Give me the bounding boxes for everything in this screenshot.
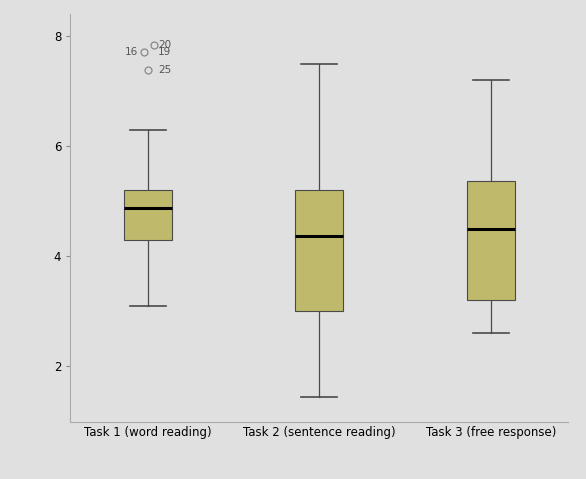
Text: 20: 20 <box>158 40 171 50</box>
Text: 16: 16 <box>125 47 138 57</box>
Bar <box>467 181 515 300</box>
Text: 25: 25 <box>158 66 171 76</box>
Text: 19: 19 <box>158 47 171 57</box>
Bar <box>124 191 172 240</box>
Bar <box>295 191 343 311</box>
